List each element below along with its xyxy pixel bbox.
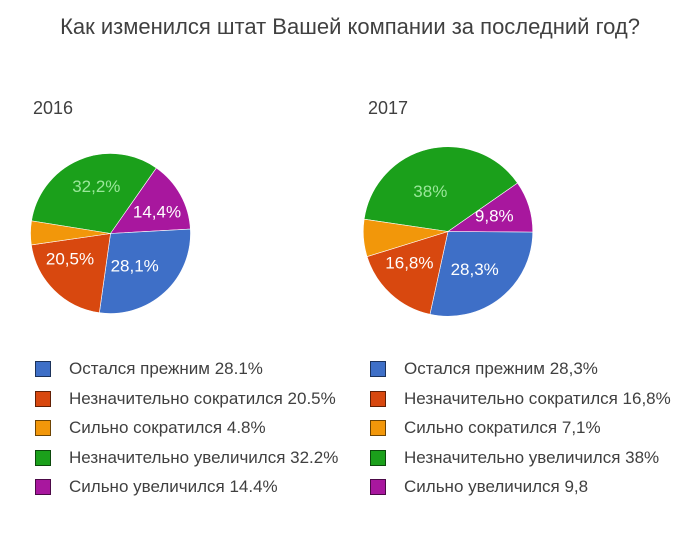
svg-text:9,8%: 9,8% xyxy=(475,207,514,226)
svg-text:28,1%: 28,1% xyxy=(111,257,159,276)
svg-text:14,4%: 14,4% xyxy=(133,203,181,222)
svg-text:20,5%: 20,5% xyxy=(46,250,94,269)
svg-text:38%: 38% xyxy=(413,182,447,201)
svg-text:28,3%: 28,3% xyxy=(451,260,499,279)
svg-text:32,2%: 32,2% xyxy=(72,177,120,196)
svg-text:16,8%: 16,8% xyxy=(385,254,433,273)
